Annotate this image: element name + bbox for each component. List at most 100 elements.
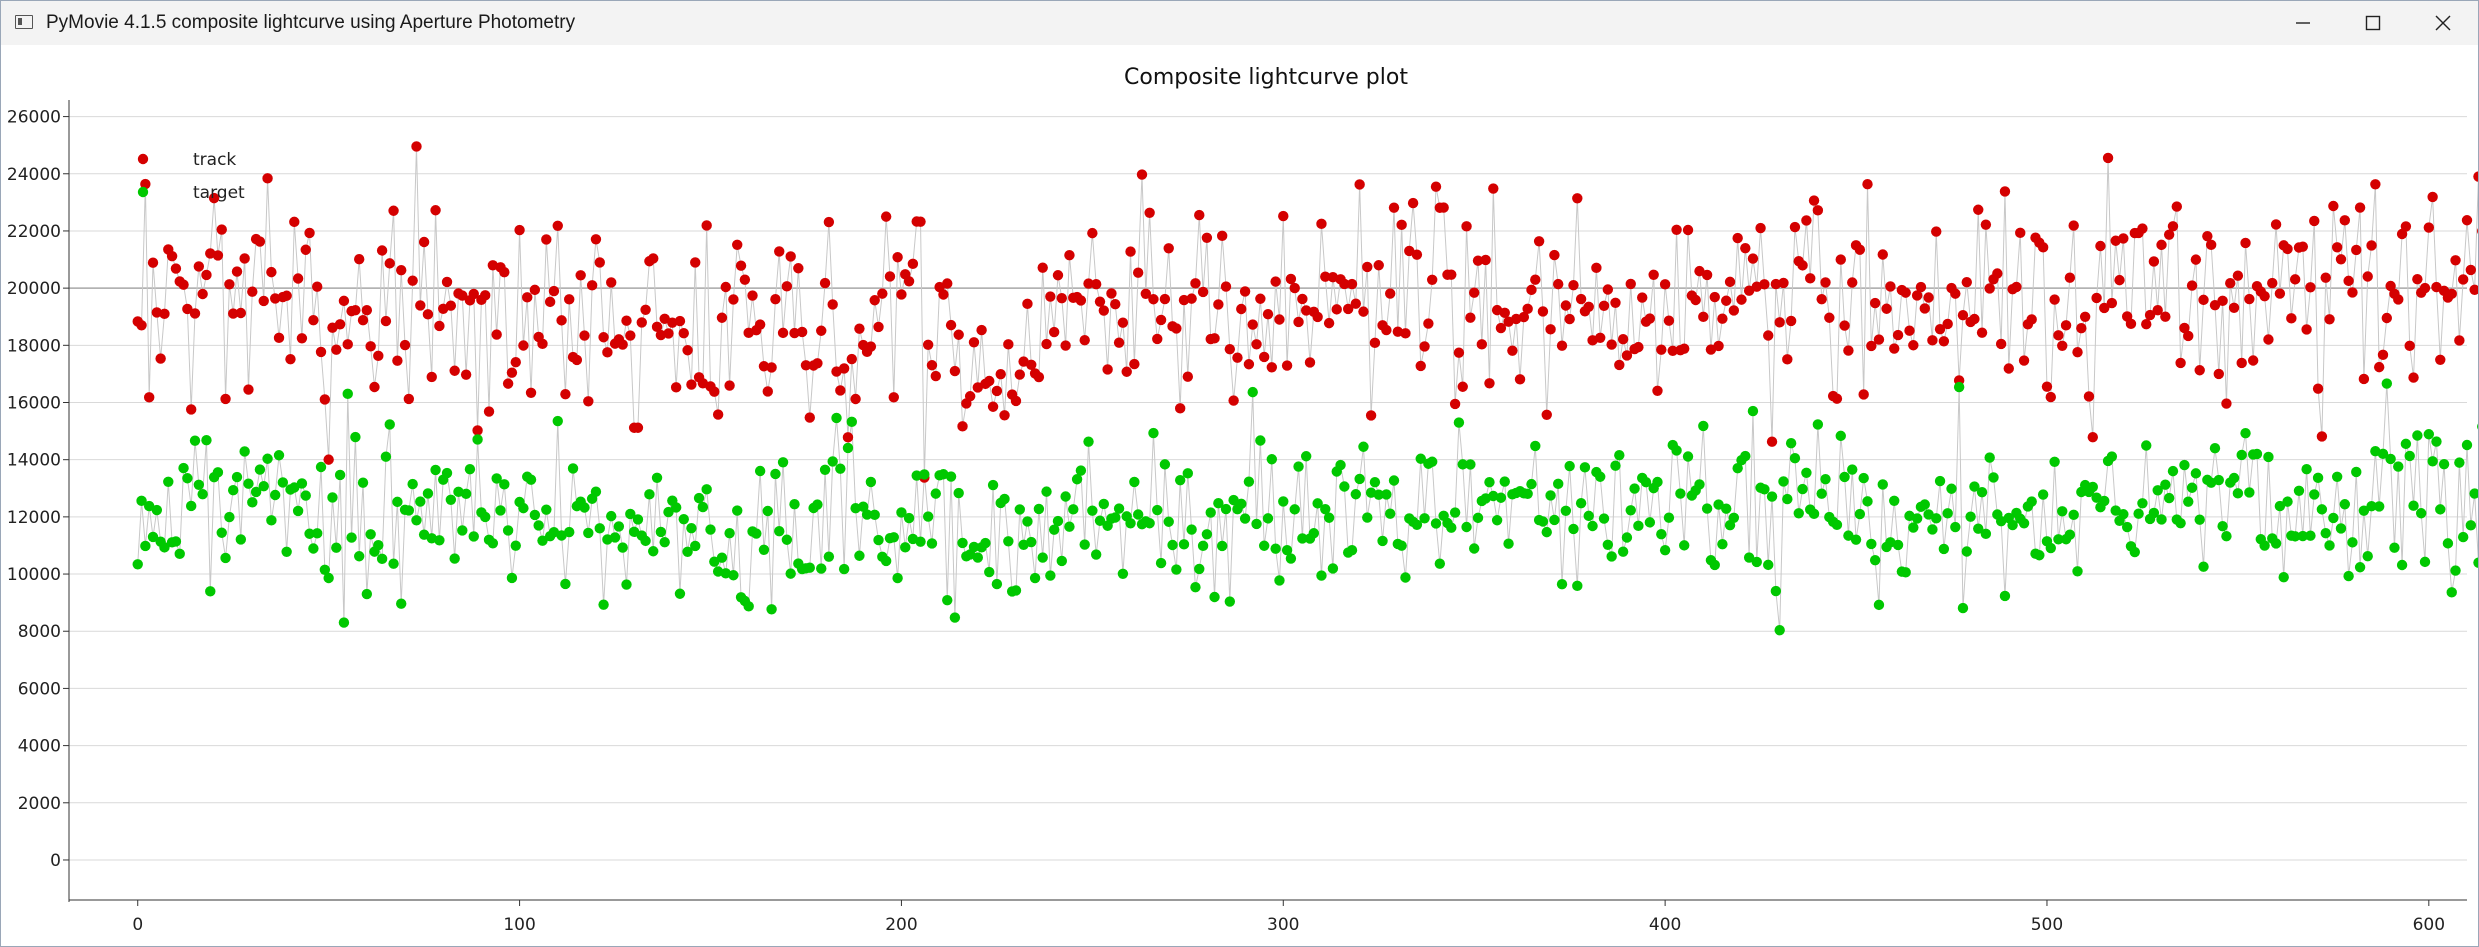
data-point-target xyxy=(2209,443,2221,454)
data-point-target xyxy=(2259,540,2270,551)
data-point-target xyxy=(2118,509,2129,520)
data-point-track xyxy=(1770,278,1782,290)
data-point-track xyxy=(770,294,781,305)
data-point-track xyxy=(1659,279,1671,290)
data-point-target xyxy=(617,542,628,553)
data-point-track xyxy=(1835,254,1846,265)
data-point-target xyxy=(2316,504,2328,515)
data-point-track xyxy=(285,353,296,365)
data-point-track xyxy=(1171,323,1182,334)
data-point-track xyxy=(499,266,510,278)
data-point-track xyxy=(1973,204,1984,215)
data-point-target xyxy=(365,529,376,540)
data-point-target xyxy=(449,553,460,564)
data-point-track xyxy=(1354,179,1365,190)
data-point-track xyxy=(1885,281,1896,292)
data-point-track xyxy=(598,332,609,343)
data-point-track xyxy=(1346,278,1358,290)
data-point-target xyxy=(2343,570,2354,582)
data-point-track xyxy=(426,371,437,383)
data-point-track xyxy=(1976,327,1988,338)
data-point-track xyxy=(2163,229,2175,240)
data-point-target xyxy=(415,496,426,507)
data-point-target xyxy=(2232,488,2244,499)
data-point-track xyxy=(2221,398,2232,409)
data-point-track xyxy=(239,253,250,264)
data-point-target xyxy=(644,489,655,500)
data-point-target xyxy=(1877,479,1888,490)
data-point-track xyxy=(334,319,346,330)
data-point-track xyxy=(1190,278,1201,289)
data-point-track xyxy=(365,341,376,352)
data-point-track xyxy=(865,341,877,352)
data-point-target xyxy=(2331,471,2343,482)
data-point-track xyxy=(2457,274,2469,285)
data-point-track xyxy=(1518,311,1530,323)
data-point-target xyxy=(170,536,182,547)
data-point-track xyxy=(2171,201,2182,212)
data-point-track xyxy=(1236,303,1247,315)
data-point-target xyxy=(846,416,857,428)
data-point-track xyxy=(143,392,155,403)
data-point-target xyxy=(930,488,941,499)
data-point-track xyxy=(1671,224,1682,235)
lightcurve-chart[interactable]: Composite lightcurve plot 02000400060008… xyxy=(1,45,2478,946)
data-point-target xyxy=(598,599,609,610)
data-point-track xyxy=(2320,272,2331,283)
close-button[interactable] xyxy=(2408,1,2478,45)
data-point-target xyxy=(1980,528,1992,540)
data-point-track xyxy=(1583,301,1594,312)
data-point-track xyxy=(1530,274,1541,285)
data-point-target xyxy=(2477,423,2478,430)
data-point-target xyxy=(239,446,250,457)
data-point-track xyxy=(300,244,311,255)
maximize-button[interactable] xyxy=(2338,1,2408,45)
data-point-track xyxy=(728,294,739,305)
data-point-target xyxy=(2037,489,2049,500)
data-point-track xyxy=(682,345,693,356)
data-point-target xyxy=(1453,417,1465,428)
data-point-target xyxy=(2419,556,2431,568)
data-point-target xyxy=(1633,520,1644,532)
data-point-target xyxy=(231,471,243,483)
data-point-target xyxy=(2339,499,2351,510)
data-point-track xyxy=(1598,300,1610,311)
data-point-track xyxy=(2305,282,2316,293)
data-point-track xyxy=(2091,292,2102,304)
data-point-target xyxy=(949,612,961,623)
data-point-track xyxy=(1648,269,1659,280)
minimize-button[interactable] xyxy=(2268,1,2338,45)
data-point-target xyxy=(1182,468,1194,479)
data-point-target xyxy=(1728,512,1740,523)
data-point-track xyxy=(193,261,205,272)
data-point-track xyxy=(2331,242,2343,253)
plot-area[interactable]: Composite lightcurve plot 0 2000 4000 6000 8… xyxy=(1,45,2478,946)
data-point-target xyxy=(1236,498,1247,510)
data-point-track xyxy=(632,422,644,433)
data-point-target xyxy=(1526,478,1537,490)
data-point-target xyxy=(858,501,869,512)
data-point-target xyxy=(2240,427,2251,439)
y-tick-label: 24000 xyxy=(7,165,61,185)
data-point-track xyxy=(850,393,861,405)
data-point-track xyxy=(380,315,392,327)
y-tick-label: 14000 xyxy=(7,451,61,471)
data-point-track xyxy=(548,285,560,297)
data-point-track xyxy=(2301,324,2312,335)
data-point-target xyxy=(143,500,155,512)
data-point-track xyxy=(1293,316,1304,328)
data-point-target xyxy=(690,540,701,552)
data-point-target xyxy=(266,515,277,526)
data-point-track xyxy=(178,279,189,290)
y-tick-label: 18000 xyxy=(7,336,61,356)
data-point-track xyxy=(1843,345,1854,356)
data-point-target xyxy=(842,442,854,454)
data-point-track xyxy=(1847,277,1858,288)
data-point-track xyxy=(1350,298,1362,309)
data-point-track xyxy=(1388,202,1400,213)
title-bar[interactable]: PyMovie 4.1.5 composite lightcurve using… xyxy=(1,1,2478,45)
data-point-track xyxy=(197,288,208,300)
data-point-target xyxy=(140,540,151,552)
data-point-track xyxy=(1278,210,1289,222)
data-point-track xyxy=(1358,306,1369,317)
